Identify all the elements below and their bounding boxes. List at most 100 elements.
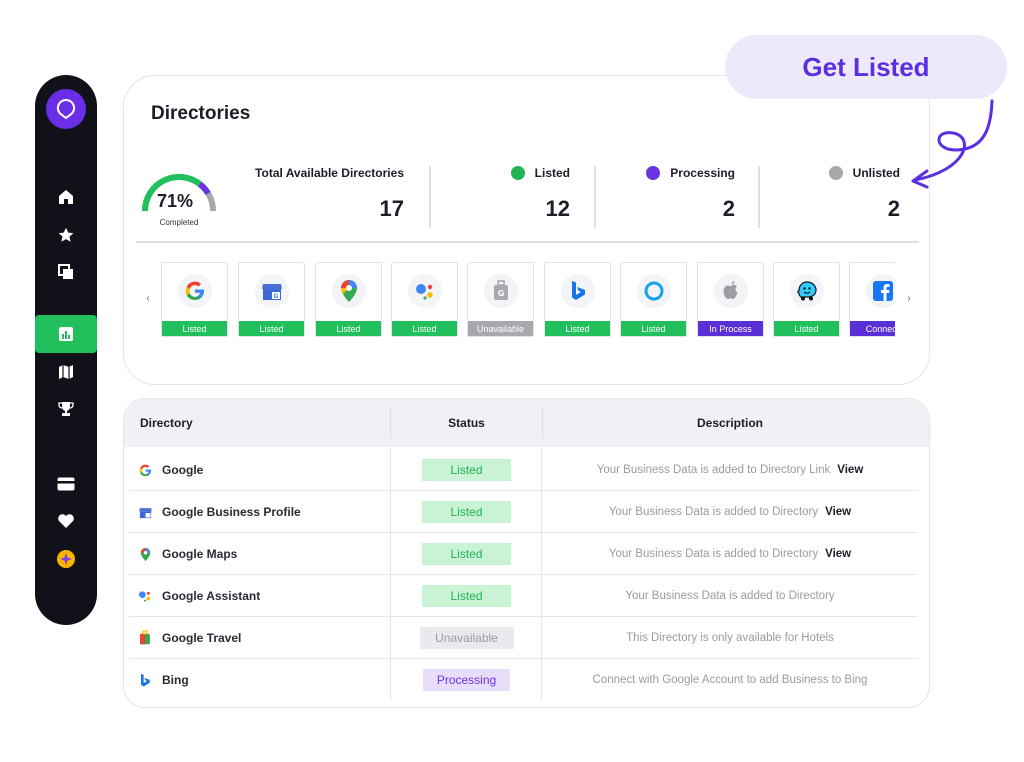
nav-map[interactable] [35,354,97,390]
tile-status-badge: In Process [698,321,763,336]
directory-tile-cortana[interactable]: Listed [620,262,687,337]
view-link[interactable]: View [825,506,852,518]
view-link[interactable]: View [837,464,864,476]
stat-total: Total Available Directories 17 [234,166,404,228]
trophy-icon [58,402,74,416]
stat-unlisted-value: 2 [887,196,900,221]
status-badge: Processing [423,669,510,691]
processing-dot [646,166,661,180]
stat-processing-value: 2 [722,196,735,221]
listed-dot [510,166,525,180]
copy-icon [58,264,73,279]
stat-processing: Processing 2 [614,166,735,228]
waze-icon [789,274,824,308]
directories-table: Directory Status Description Google List… [123,398,930,708]
stat-divider [758,166,760,228]
stat-unlisted: Unlisted 2 [774,166,900,228]
google-maps-icon [331,274,366,308]
directory-tile-bing[interactable]: Listed [544,262,611,337]
map-icon [59,365,73,379]
progress-gauge [142,174,216,212]
stat-listed-label: Listed [534,166,570,180]
google-icon [137,462,153,478]
facebook-icon [865,274,895,308]
tile-status-badge: Connect [850,321,895,336]
table-row[interactable]: Google Business Profile Listed Your Busi… [129,491,918,533]
google-travel-icon: G [483,274,518,308]
directory-tile-google-maps[interactable]: Listed [315,262,382,337]
directory-name: Google Travel [162,631,242,645]
google-maps-icon [137,546,153,562]
view-link[interactable]: View [825,548,852,560]
directory-tile-google-business[interactable]: G Listed [238,262,305,337]
nav-awards[interactable] [35,391,97,427]
get-listed-button[interactable]: Get Listed [725,35,1007,99]
directory-tile-google-assistant[interactable]: Listed [391,262,458,337]
google-travel-icon [137,630,153,646]
status-badge: Listed [422,585,511,607]
nav-saved[interactable] [35,503,97,539]
directory-description: This Directory is only available for Hot… [626,632,834,644]
nav-billing[interactable] [35,466,97,502]
status-badge: Listed [422,543,511,565]
table-header: Directory Status Description [124,399,929,447]
table-row[interactable]: Google Travel Unavailable This Directory… [129,617,918,659]
nav-favorites[interactable] [35,217,97,253]
google-assistant-icon [407,274,442,308]
tile-status-badge: Listed [774,321,839,336]
nav-duplicates[interactable] [35,254,97,290]
column-header-directory: Directory [140,416,193,430]
stat-total-label: Total Available Directories [255,166,404,180]
directory-name: Bing [162,673,189,687]
sidebar [35,75,97,625]
table-row[interactable]: Google Listed Your Business Data is adde… [129,449,918,491]
curly-arrow-icon [911,99,994,189]
chart-icon [59,327,73,341]
card-icon [57,477,75,491]
carousel-prev-button[interactable]: ‹ [146,292,150,304]
carousel-next-button[interactable]: › [907,292,911,304]
directory-tile-facebook[interactable]: Connect [849,262,895,337]
tile-status-badge: Listed [239,321,304,336]
directory-name: Google Assistant [162,589,261,603]
directory-description: Your Business Data is added to Directory [608,506,819,518]
app-logo[interactable] [46,89,86,129]
heart-icon [58,514,74,528]
google-business-icon [137,504,153,520]
column-header-status: Status [448,416,485,430]
directory-name: Google [162,463,204,477]
table-row[interactable]: Bing Processing Connect with Google Acco… [129,659,918,701]
google-assistant-icon [137,588,153,604]
directory-name: Google Maps [162,547,238,561]
stat-unlisted-label: Unlisted [852,166,900,180]
nav-directories[interactable] [35,315,97,353]
directory-tile-google-travel[interactable]: G Unavailable [467,262,534,337]
status-badge: Listed [422,459,511,481]
status-badge: Unavailable [419,627,514,649]
svg-text:G: G [497,289,504,298]
column-header-description: Description [696,416,763,430]
table-row[interactable]: Google Maps Listed Your Business Data is… [129,533,918,575]
cortana-icon [636,274,671,308]
directory-description: Your Business Data is added to Directory… [596,464,831,476]
directory-name: Google Business Profile [162,505,301,519]
unlisted-dot [828,166,843,180]
tile-status-badge: Listed [162,321,227,336]
tile-status-badge: Listed [545,321,610,336]
nav-home[interactable] [35,179,97,215]
stat-divider [594,166,596,228]
directory-tile-google[interactable]: Listed [161,262,228,337]
directory-description: Your Business Data is added to Directory [608,548,819,560]
directory-description: Connect with Google Account to add Busin… [592,674,868,686]
page-title: Directories [151,103,251,124]
directory-carousel: Listed G Listed Listed Listed G Unavaila… [161,262,895,337]
nav-premium[interactable] [35,541,97,577]
table-row[interactable]: Google Assistant Listed Your Business Da… [129,575,918,617]
directory-tile-waze[interactable]: Listed [773,262,840,337]
google-icon [177,274,212,308]
home-icon [59,190,73,204]
directory-tile-apple[interactable]: In Process [697,262,764,337]
progress-percent: 71% [156,191,194,211]
google-business-icon: G [254,274,289,308]
stat-divider [429,166,431,228]
